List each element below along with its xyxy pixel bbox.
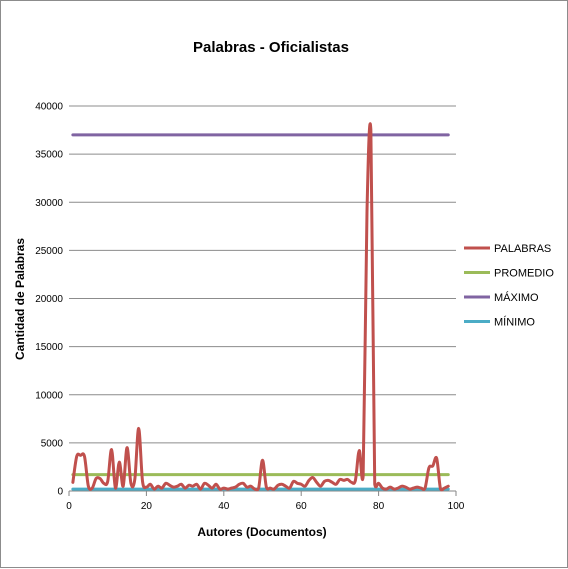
y-tick-label: 30000 <box>35 198 63 209</box>
tick-layer: 0 5000 10000 15000 20000 25000 30000 35000 40000… <box>35 102 465 513</box>
y-tick-label: 20000 <box>35 294 63 305</box>
y-axis-label: Cantidad de Palabras <box>13 238 27 360</box>
x-tick-label: 60 <box>296 501 308 512</box>
series-line-0 <box>71 122 450 492</box>
series-layer <box>71 122 450 492</box>
y-tick-label: 15000 <box>35 342 63 353</box>
legend: PALABRAS PROMEDIO MÁXIMO MÍNIMO <box>464 243 554 329</box>
x-tick-label: 0 <box>66 501 72 512</box>
legend-label: MÍNIMO <box>494 316 535 329</box>
x-tick-label: 20 <box>141 501 153 512</box>
y-tick-label: 10000 <box>35 390 63 401</box>
grid-layer <box>68 105 457 496</box>
y-tick-label: 25000 <box>35 246 63 257</box>
x-axis-label: Autores (Documentos) <box>197 525 326 539</box>
legend-label: PALABRAS <box>494 243 551 255</box>
x-tick-label: 100 <box>448 501 465 512</box>
y-tick-label: 0 <box>57 487 63 498</box>
legend-label: PROMEDIO <box>494 268 554 280</box>
x-tick-label: 80 <box>373 501 385 512</box>
x-tick-label: 40 <box>218 501 230 512</box>
chart-title: Palabras - Oficialistas <box>193 39 349 56</box>
y-tick-label: 40000 <box>35 102 63 113</box>
y-tick-label: 5000 <box>41 438 64 449</box>
y-tick-label: 35000 <box>35 150 63 161</box>
legend-label: MÁXIMO <box>494 291 539 304</box>
